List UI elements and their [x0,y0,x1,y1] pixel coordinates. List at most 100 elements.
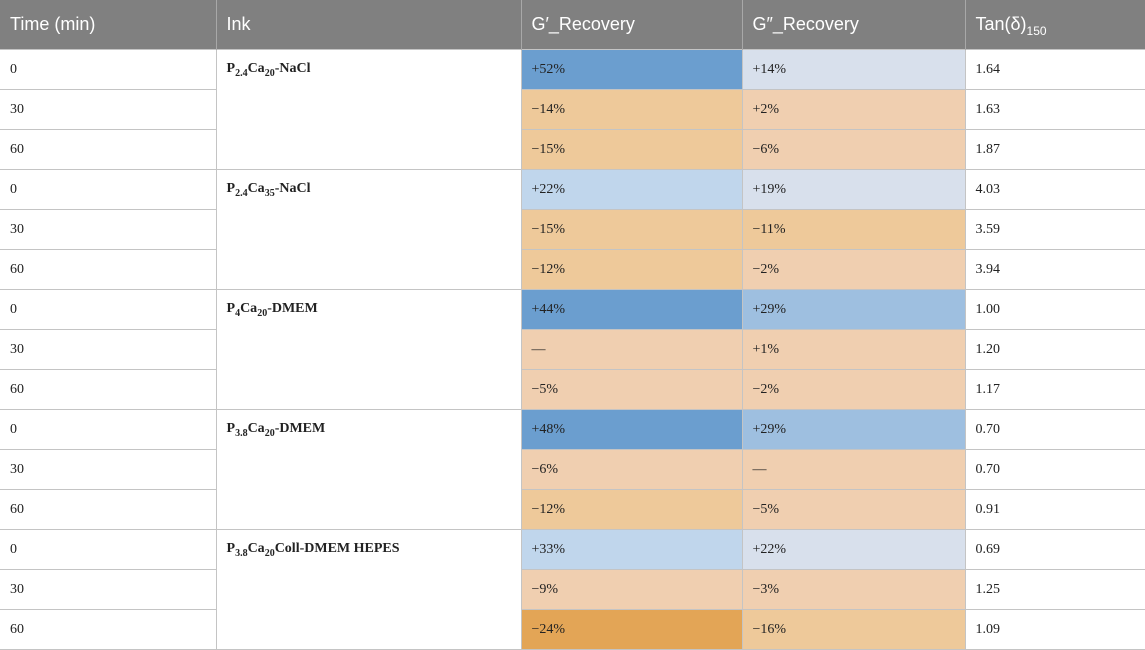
ink-cell: P3.8Ca20-DMEM [215,409,522,530]
time-cell: 0 [0,169,217,210]
table-row: 30 −14% +2% 1.63 [0,89,1145,130]
table-row: 30 −6% —0.70 [0,449,1145,490]
g-prime-recovery-cell: +22% [520,169,743,210]
table-row: 0 P3.8Ca20-DMEM +48% +29% 0.70 [0,409,1145,530]
g-prime-recovery-cell: −15% [520,129,743,170]
ink-p: P [226,541,236,556]
header-time: Time (min) [0,0,217,50]
g-prime-recovery-cell: +33% [520,529,743,570]
g-prime-recovery-cell: −24% [520,609,743,650]
g-double-prime-recovery-cell: −11% [741,209,966,250]
table-row: 30 — +1% 1.20 [0,329,1145,370]
ink-p: P [226,421,236,436]
tan-delta-cell: 1.17 [964,369,1145,410]
ink-ca-subscript: 20 [264,548,275,559]
ink-suffix: -DMEM [267,301,318,316]
header-g-prime-recovery: G′_Recovery [521,0,743,50]
ink-ca: Ca [247,421,265,436]
ink-p-subscript: 2.4 [235,68,248,79]
g-double-prime-recovery-cell: +1% [741,329,966,370]
tan-delta-cell: 1.20 [964,329,1145,370]
g-double-prime-recovery-cell: −2% [741,369,966,410]
g-double-prime-recovery-cell: +19% [741,169,966,210]
g-prime-recovery-cell: — [520,329,743,370]
g-prime-recovery-cell: −12% [520,249,743,290]
table-row: 30 −15% −11% 3.59 [0,209,1145,250]
ink-ca-subscript: 35 [264,188,275,199]
g-prime-recovery-cell: +44% [520,289,743,330]
ink-p: P [226,61,236,76]
g-prime-recovery-cell: −5% [520,369,743,410]
header-row: Time (min) Ink G′_Recovery G″_Recovery T… [0,0,1145,50]
tan-delta-cell: 0.69 [964,529,1145,570]
ink-ca: Ca [247,181,265,196]
ink-p-subscript: 3.8 [235,428,248,439]
ink-cell: P4Ca20-DMEM [215,289,522,410]
g-prime-recovery-cell: −14% [520,89,743,130]
table-row: 0 P4Ca20-DMEM +44% +29% 1.00 [0,289,1145,410]
ink-cell: P2.4Ca20-NaCl [215,49,522,170]
time-cell: 30 [0,89,217,130]
time-cell: 60 [0,249,217,290]
ink-cell: P2.4Ca35-NaCl [215,169,522,290]
header-tan-main: Tan(δ) [975,14,1027,34]
time-cell: 60 [0,369,217,410]
tan-delta-cell: 3.59 [964,209,1145,250]
header-tan-subscript: 150 [1026,24,1047,38]
header-ink: Ink [216,0,522,50]
g-double-prime-recovery-cell: −6% [741,129,966,170]
tan-delta-cell: 1.09 [964,609,1145,650]
ink-ca: Ca [240,301,258,316]
ink-ca-subscript: 20 [264,428,275,439]
table-row: 0 P3.8Ca20Coll-DMEM HEPES +33% +22% 0.69 [0,529,1145,650]
time-cell: 60 [0,489,217,530]
tan-delta-cell: 0.70 [964,409,1145,450]
table-row: 60 −5% −2% 1.17 [0,369,1145,410]
time-cell: 30 [0,329,217,370]
ink-ca-subscript: 20 [264,68,275,79]
ink-suffix: -NaCl [274,181,311,196]
table-row: 60 −24% −16% 1.09 [0,609,1145,650]
g-double-prime-recovery-cell: +22% [741,529,966,570]
time-cell: 0 [0,49,217,90]
ink-p-subscript: 2.4 [235,188,248,199]
g-double-prime-recovery-cell: +29% [741,409,966,450]
time-cell: 60 [0,609,217,650]
time-cell: 0 [0,289,217,330]
ink-ca: Ca [247,61,265,76]
ink-p-subscript: 3.8 [235,548,248,559]
ink-p: P [226,301,236,316]
table-row: 60 −12% −5% 0.91 [0,489,1145,530]
table-row: 0 P2.4Ca35-NaCl +22% +19% 4.03 [0,169,1145,290]
header-tan-delta: Tan(δ)150 [965,0,1145,50]
tan-delta-cell: 1.25 [964,569,1145,610]
tan-delta-cell: 1.64 [964,49,1145,90]
ink-suffix: Coll-DMEM HEPES [274,541,400,556]
header-g-double-prime-recovery: G″_Recovery [742,0,966,50]
g-double-prime-recovery-cell: −5% [741,489,966,530]
g-prime-recovery-cell: +48% [520,409,743,450]
g-prime-recovery-cell: −15% [520,209,743,250]
g-prime-recovery-cell: −12% [520,489,743,530]
g-double-prime-recovery-cell: +29% [741,289,966,330]
g-double-prime-recovery-cell: +2% [741,89,966,130]
g-double-prime-recovery-cell: +14% [741,49,966,90]
tan-delta-cell: 1.63 [964,89,1145,130]
tan-delta-cell: 0.91 [964,489,1145,530]
ink-cell: P3.8Ca20Coll-DMEM HEPES [215,529,522,650]
time-cell: 30 [0,209,217,250]
time-cell: 30 [0,569,217,610]
tan-delta-cell: 1.87 [964,129,1145,170]
g-double-prime-recovery-cell: −2% [741,249,966,290]
g-prime-recovery-cell: −6% [520,449,743,490]
time-cell: 30 [0,449,217,490]
time-cell: 0 [0,529,217,570]
time-cell: 60 [0,129,217,170]
ink-suffix: -NaCl [274,61,311,76]
g-double-prime-recovery-cell: −16% [741,609,966,650]
tan-delta-cell: 0.70 [964,449,1145,490]
g-prime-recovery-cell: +52% [520,49,743,90]
tan-delta-cell: 4.03 [964,169,1145,210]
g-prime-recovery-cell: −9% [520,569,743,610]
